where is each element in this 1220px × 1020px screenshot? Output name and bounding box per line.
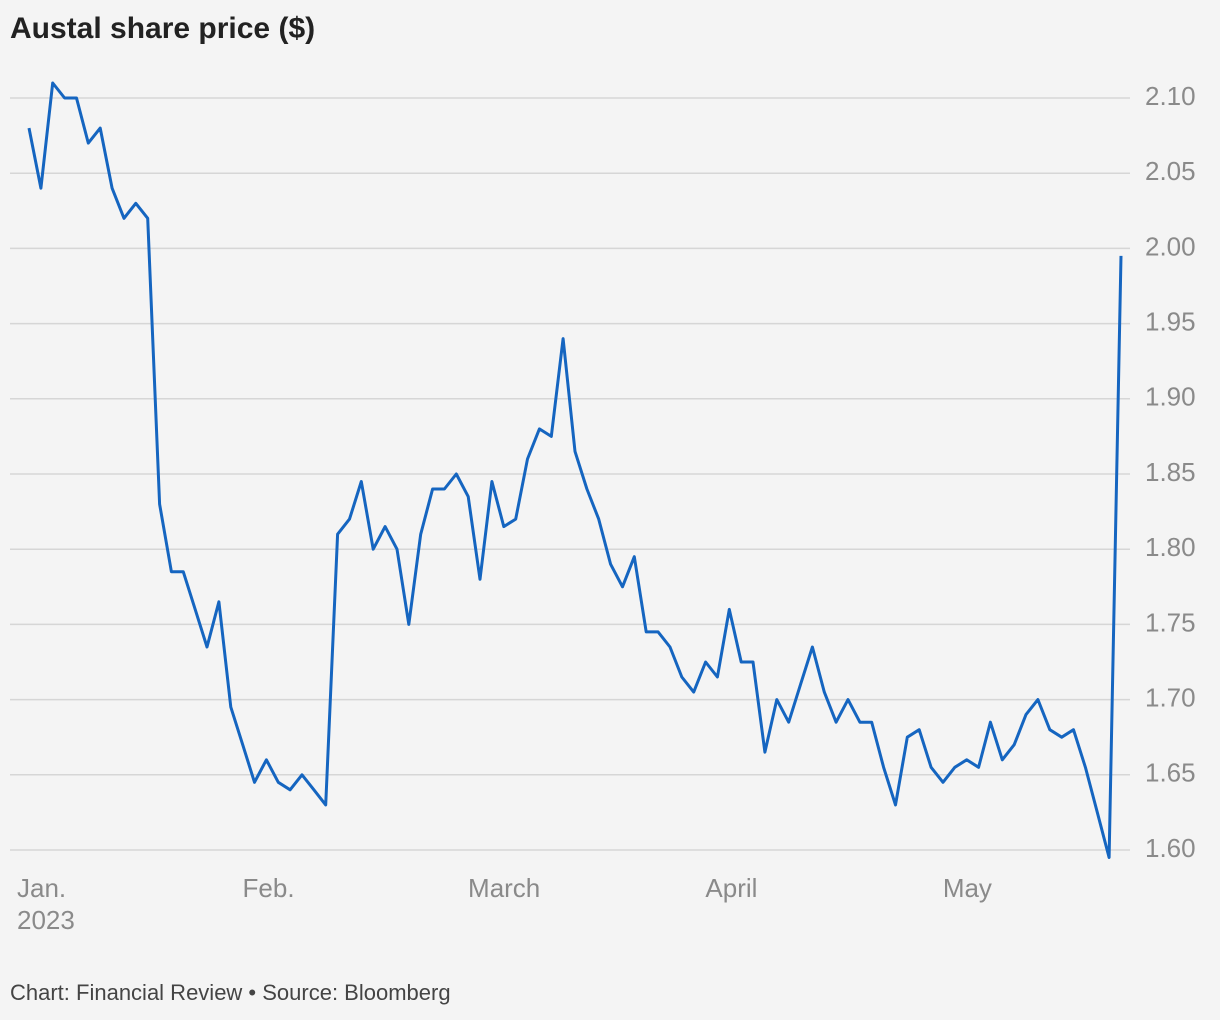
y-tick-label: 1.90 (1145, 382, 1196, 412)
y-tick-label: 1.75 (1145, 607, 1196, 637)
y-tick-label: 1.65 (1145, 758, 1196, 788)
x-tick-label: March (468, 873, 541, 903)
y-tick-label: 1.85 (1145, 457, 1196, 487)
x-tick-label: Feb. (242, 873, 295, 903)
y-tick-label: 2.10 (1145, 81, 1196, 111)
y-tick-label: 2.00 (1145, 231, 1196, 261)
chart: 1.60 1.65 1.70 1.75 1.80 1.85 1.90 1.95 2.00 2.05… (10, 81, 1196, 863)
price-line (27, 81, 1123, 859)
y-tick-label: 1.80 (1145, 532, 1196, 562)
x-tick-label: May (942, 873, 992, 903)
y-tick-label: 1.70 (1145, 682, 1196, 712)
x-tick-label: April (705, 873, 758, 903)
chart-title: Austal share price ($) (10, 12, 316, 45)
y-tick-label: 2.05 (1145, 156, 1196, 186)
source-note: Chart: Financial Review • Source: Bloomb… (10, 980, 451, 1005)
y-tick-label: 1.95 (1145, 306, 1196, 336)
y-tick-label: 1.60 (1145, 833, 1196, 863)
x-tick-label: Jan. 2023 (17, 873, 75, 935)
